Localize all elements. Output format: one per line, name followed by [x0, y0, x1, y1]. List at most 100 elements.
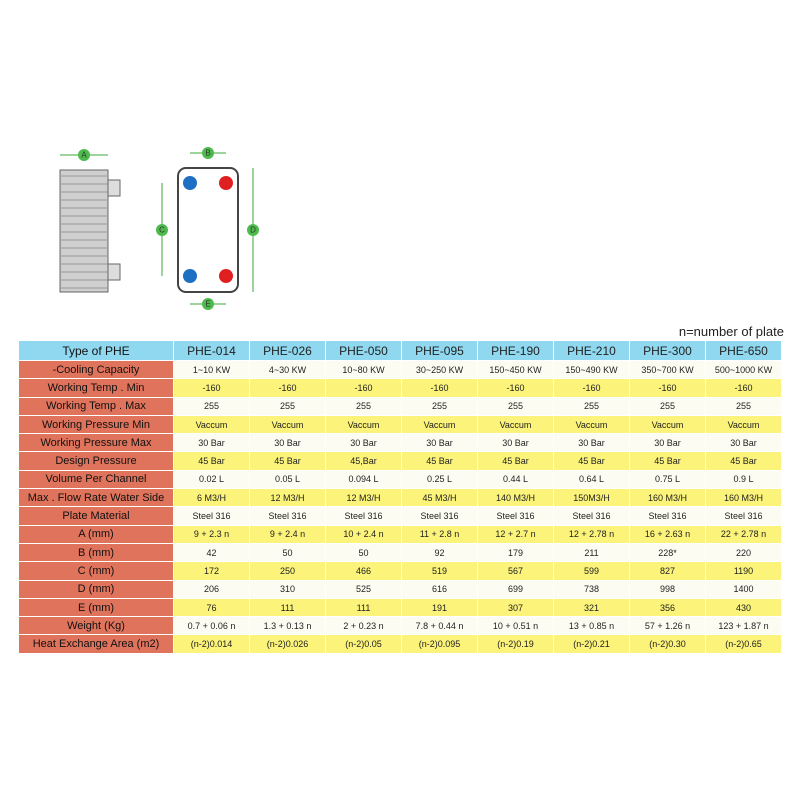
cell: 220: [705, 542, 782, 563]
cell: 45 Bar: [477, 451, 554, 471]
cell: 0.7 + 0.06 n: [173, 616, 250, 636]
cell: 45 Bar: [629, 451, 706, 471]
row-label: Heat Exchange Area (m2): [18, 634, 174, 654]
cell: 0.05 L: [249, 469, 326, 490]
table-row: Plate Material Steel 316 Steel 316 Steel 31…: [18, 506, 782, 526]
cell: -160: [553, 378, 630, 398]
dimension-label: A: [81, 151, 87, 160]
row-label: B (mm): [18, 542, 174, 563]
cell: -160: [401, 378, 478, 398]
cell: 123 + 1.87 n: [705, 616, 782, 636]
note: n=number of plate: [678, 324, 784, 339]
cell: 250: [249, 561, 326, 581]
cell: 30 Bar: [477, 433, 554, 453]
cell: 50: [249, 542, 326, 563]
cell: 30 Bar: [249, 433, 326, 453]
cell: 228*: [629, 542, 706, 563]
cell: 30 Bar: [173, 433, 250, 453]
cell: PHE-095: [401, 340, 478, 361]
cell: 45 Bar: [173, 451, 250, 471]
dimension-label: C: [159, 226, 165, 235]
dimension-label: D: [250, 226, 256, 235]
cell: 30 Bar: [325, 433, 402, 453]
cell: 519: [401, 561, 478, 581]
cell: (n-2)0.026: [249, 634, 326, 654]
row-label: C (mm): [18, 561, 174, 581]
cell: 76: [173, 597, 250, 618]
cell: Steel 316: [629, 506, 706, 526]
cell: 45 Bar: [705, 451, 782, 471]
cell: PHE-050: [325, 340, 402, 361]
table-row: Working Temp . Min -160 -160 -160 -160 -160 -1…: [18, 378, 782, 398]
cell: 12 + 2.78 n: [553, 524, 630, 544]
cell: 172: [173, 561, 250, 581]
cell: 22 + 2.78 n: [705, 524, 782, 544]
dimension-marker: [202, 298, 214, 310]
cell: 30~250 KW: [401, 359, 478, 380]
row-label: Working Pressure Min: [18, 414, 174, 435]
cell: 140 M3/H: [477, 488, 554, 508]
cell: 599: [553, 561, 630, 581]
cell: -160: [629, 378, 706, 398]
cell: 9 + 2.4 n: [249, 524, 326, 544]
row-label: Plate Material: [18, 506, 174, 526]
table-row: Type of PHE PHE-014 PHE-026 PHE-050 PHE-095 P…: [18, 340, 782, 361]
table-row: Working Pressure Max 30 Bar 30 Bar 30 Bar 30…: [18, 433, 782, 453]
cell: Vaccum: [629, 414, 706, 435]
cell: 0.64 L: [553, 469, 630, 490]
cell: 0.25 L: [401, 469, 478, 490]
cell: 45 Bar: [249, 451, 326, 471]
cell: 356: [629, 597, 706, 618]
cell: 9 + 2.3 n: [173, 524, 250, 544]
table-row: D (mm) 206 310 525 616 699 738 998 1400: [18, 579, 782, 599]
dimension-marker: [78, 149, 90, 161]
table-row: Working Temp . Max 255 255 255 255 255 255 255 2…: [18, 396, 782, 416]
cell: 738: [553, 579, 630, 599]
cell: 1400: [705, 579, 782, 599]
cell: -160: [705, 378, 782, 398]
diagram: A B C D E: [59, 147, 259, 310]
cell: 150~490 KW: [553, 359, 630, 380]
cell: 191: [401, 597, 478, 618]
cell: 430: [705, 597, 782, 618]
row-label: -Cooling Capacity: [18, 359, 174, 380]
cell: 13 + 0.85 n: [553, 616, 630, 636]
cell: -160: [173, 378, 250, 398]
cell: 12 M3/H: [249, 488, 326, 508]
cell: 10 + 2.4 n: [325, 524, 402, 544]
cell: Steel 316: [705, 506, 782, 526]
row-label: Design Pressure: [18, 451, 174, 471]
cell: (n-2)0.05: [325, 634, 402, 654]
cell: PHE-210: [553, 340, 630, 361]
cell: Steel 316: [325, 506, 402, 526]
row-label: Working Temp . Max: [18, 396, 174, 416]
cell: 211: [553, 542, 630, 563]
dimension-marker: [202, 147, 214, 159]
cell: 30 Bar: [705, 433, 782, 453]
cell: 1.3 + 0.13 n: [249, 616, 326, 636]
cell: 255: [249, 396, 326, 416]
table-row: Working Pressure Min Vaccum Vaccum Vaccum Va…: [18, 414, 782, 435]
cell: 10~80 KW: [325, 359, 402, 380]
cell: 10 + 0.51 n: [477, 616, 554, 636]
cell: 45,Bar: [325, 451, 402, 471]
cell: 179: [477, 542, 554, 563]
cell: Vaccum: [705, 414, 782, 435]
cell: -160: [325, 378, 402, 398]
cell: PHE-300: [629, 340, 706, 361]
row-label: D (mm): [18, 579, 174, 599]
cell: PHE-014: [173, 340, 250, 361]
cell: 0.9 L: [705, 469, 782, 490]
cell: Vaccum: [477, 414, 554, 435]
cell: 616: [401, 579, 478, 599]
cell: 827: [629, 561, 706, 581]
cell: 45 M3/H: [401, 488, 478, 508]
cell: 4~30 KW: [249, 359, 326, 380]
cell: 7.8 + 0.44 n: [401, 616, 478, 636]
cell: 998: [629, 579, 706, 599]
cell: Vaccum: [249, 414, 326, 435]
dimension-marker: [156, 224, 168, 236]
cell: 699: [477, 579, 554, 599]
